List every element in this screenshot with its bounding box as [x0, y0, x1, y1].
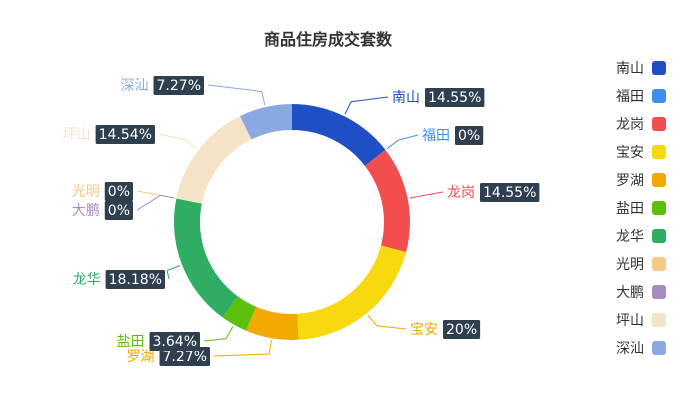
slice-label-罗湖: 罗湖	[127, 349, 155, 365]
slice-罗湖[interactable]	[246, 306, 299, 340]
legend-label: 盐田	[616, 201, 644, 217]
slice-坪山[interactable]	[176, 116, 252, 204]
slice-value-大鹏: 0%	[108, 203, 130, 219]
legend-label: 龙岗	[616, 117, 644, 133]
slice-value-罗湖: 7.27%	[163, 349, 207, 365]
value-badge-深汕	[153, 76, 204, 95]
value-badge-坪山	[95, 125, 155, 144]
leader-line-南山	[344, 96, 389, 115]
leader-line-龙华	[166, 265, 181, 280]
value-badge-大鹏	[104, 201, 133, 220]
slice-龙华[interactable]	[174, 198, 238, 318]
slice-value-南山: 14.55%	[428, 90, 481, 106]
slice-value-宝安: 20%	[446, 322, 477, 338]
legend-swatch	[652, 173, 666, 187]
legend-item-深汕[interactable]: 深汕	[616, 341, 666, 357]
legend-swatch	[652, 61, 666, 75]
slice-value-龙华: 18.18%	[109, 272, 162, 288]
slice-label-坪山: 坪山	[63, 127, 91, 143]
legend-item-盐田[interactable]: 盐田	[616, 201, 666, 217]
legend-swatch	[652, 117, 666, 131]
slice-label-龙华: 龙华	[73, 272, 101, 288]
legend-item-龙华[interactable]: 龙华	[616, 229, 666, 245]
chart-title: 商品住房成交套数	[264, 30, 393, 49]
slice-label-深汕: 深汕	[121, 78, 149, 94]
slice-南山[interactable]	[292, 104, 386, 166]
slice-value-龙岗: 14.55%	[483, 185, 536, 201]
value-badge-福田	[455, 126, 484, 145]
value-badge-龙岗	[480, 183, 540, 202]
legend-label: 龙华	[616, 229, 644, 245]
legend-swatch	[652, 257, 666, 271]
leader-line-盐田	[203, 326, 234, 342]
legend-item-罗湖[interactable]: 罗湖	[616, 173, 666, 189]
legend-label: 福田	[616, 89, 644, 105]
legend-item-宝安[interactable]: 宝安	[616, 145, 666, 161]
leader-line-坪山	[158, 133, 198, 150]
legend-swatch	[652, 341, 666, 355]
leader-line-大鹏	[136, 194, 175, 211]
leader-line-深汕	[207, 84, 266, 106]
slice-value-福田: 0%	[458, 128, 480, 144]
slice-label-宝安: 宝安	[410, 322, 438, 338]
leader-line-龙岗	[409, 191, 444, 199]
value-badge-南山	[425, 88, 485, 107]
legend-label: 罗湖	[616, 173, 644, 189]
slice-value-光明: 0%	[108, 184, 130, 200]
legend-item-南山[interactable]: 南山	[616, 61, 666, 77]
slice-label-光明: 光明	[72, 184, 100, 200]
value-badge-光明	[104, 182, 133, 201]
slice-label-龙岗: 龙岗	[447, 185, 475, 201]
value-badge-宝安	[443, 320, 481, 339]
legend-label: 坪山	[616, 313, 644, 329]
legend-item-光明[interactable]: 光明	[616, 257, 666, 273]
legend-swatch	[652, 313, 666, 327]
slice-value-盐田: 3.64%	[153, 334, 197, 350]
labels-group: 南山 14.55% 福田 0% 龙岗 14.55% 宝安 20% 罗湖 7.27% 盐田 3.64% 龙…	[63, 76, 540, 366]
legend-label: 大鹏	[616, 285, 644, 301]
value-badge-罗湖	[159, 347, 210, 366]
legend-item-坪山[interactable]: 坪山	[616, 313, 666, 329]
legend-label: 深汕	[616, 341, 644, 357]
slice-value-坪山: 14.54%	[99, 127, 152, 143]
slice-盐田[interactable]	[222, 296, 257, 331]
leader-line-罗湖	[213, 340, 272, 357]
leader-line-宝安	[367, 314, 407, 330]
value-badge-盐田	[149, 332, 200, 351]
legend-item-龙岗[interactable]: 龙岗	[616, 117, 666, 133]
slice-龙岗[interactable]	[364, 149, 410, 253]
slice-宝安[interactable]	[297, 245, 407, 340]
slice-label-盐田: 盐田	[117, 334, 145, 350]
legend-swatch	[652, 201, 666, 215]
legend-item-福田[interactable]: 福田	[616, 89, 666, 105]
legend-label: 南山	[616, 61, 644, 77]
legend-label: 宝安	[616, 145, 644, 161]
slice-value-深汕: 7.27%	[157, 78, 201, 94]
slice-label-福田: 福田	[422, 128, 450, 144]
slice-label-南山: 南山	[392, 90, 420, 106]
legend-swatch	[652, 89, 666, 103]
slice-label-大鹏: 大鹏	[72, 203, 100, 219]
legend-swatch	[652, 229, 666, 243]
legend-swatch	[652, 145, 666, 159]
leader-line-福田	[386, 134, 419, 150]
slice-深汕[interactable]	[239, 104, 292, 140]
value-badge-龙华	[105, 270, 165, 289]
slices-group	[174, 104, 410, 340]
legend-item-大鹏[interactable]: 大鹏	[616, 285, 666, 301]
legend-label: 光明	[616, 257, 644, 273]
legend-swatch	[652, 285, 666, 299]
